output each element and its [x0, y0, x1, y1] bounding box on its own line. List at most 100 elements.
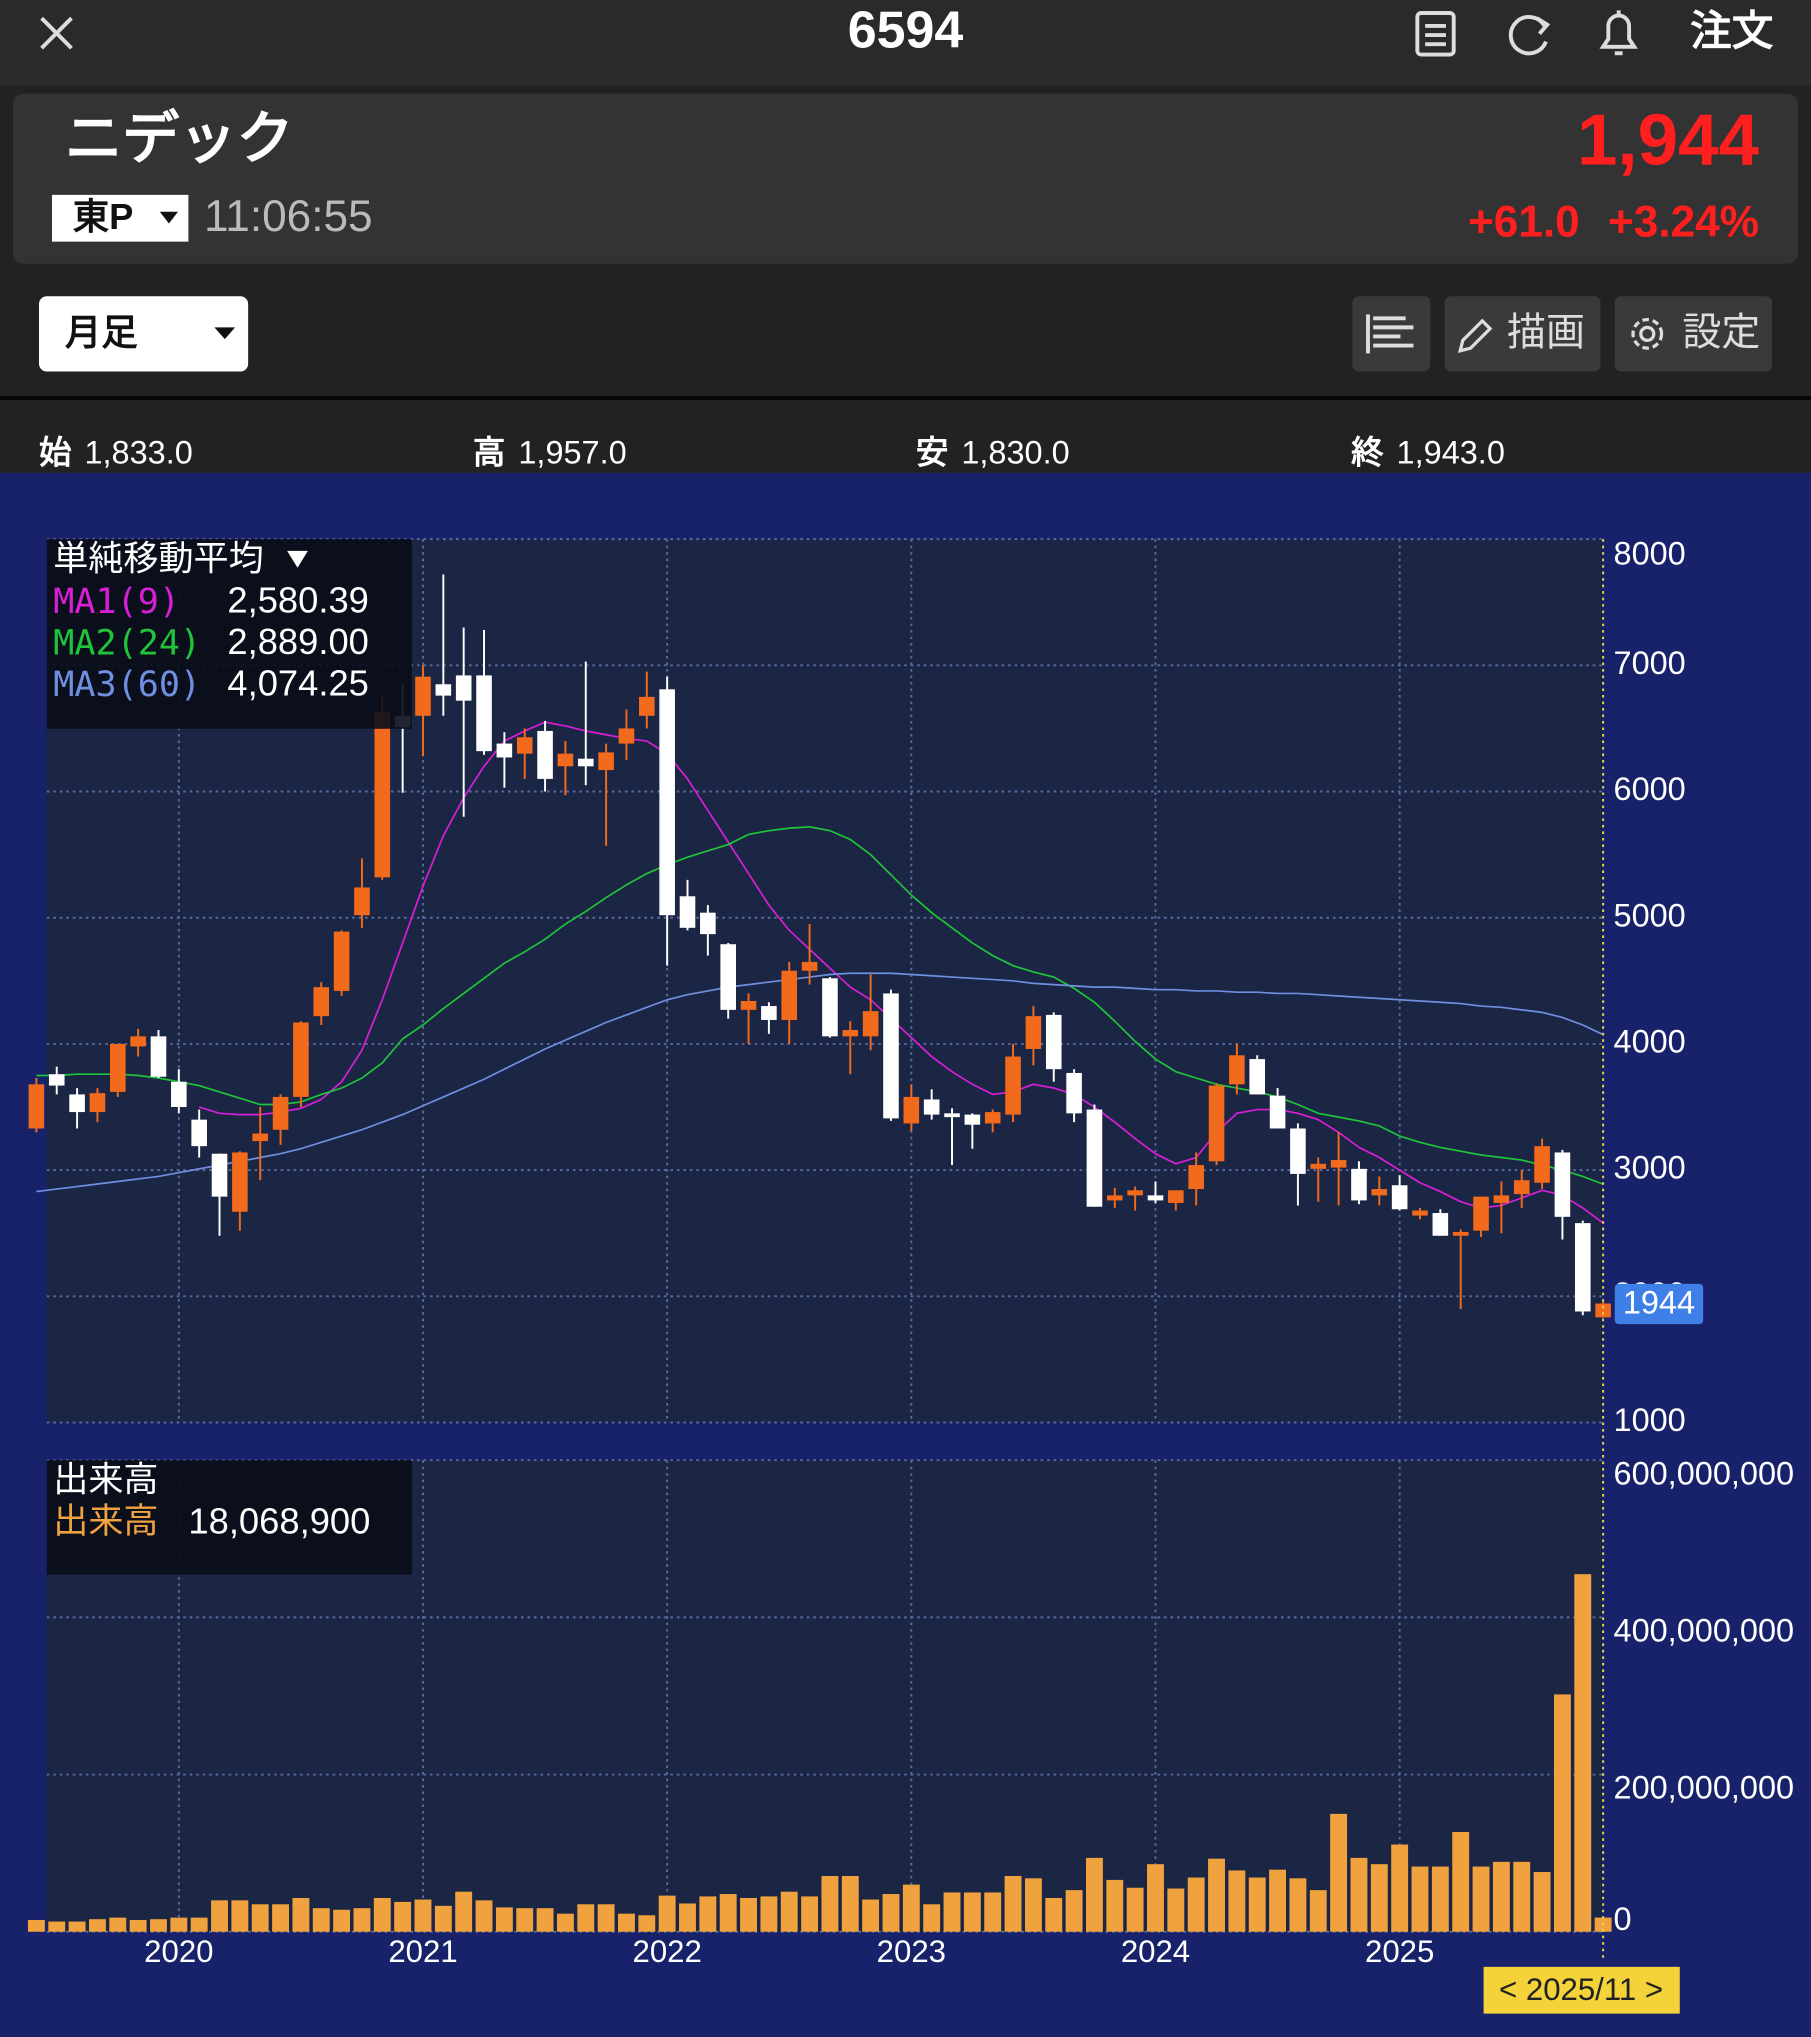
settings-button[interactable] — [1614, 296, 1773, 372]
chart-layer: 2020202120222023202420251000200030004000… — [27, 536, 1795, 2014]
volume-bar — [1513, 1861, 1531, 1932]
price-change: +61.0 — [1468, 197, 1580, 246]
draw-button[interactable] — [1444, 296, 1601, 372]
candle-body — [659, 689, 675, 916]
cursor-box — [1483, 1966, 1680, 2014]
candle-body — [1412, 1210, 1428, 1216]
volume-bar — [699, 1896, 717, 1932]
volume-bar — [556, 1913, 574, 1932]
legend-value: 2,889.00 — [227, 621, 369, 662]
ohlc-label: 高 — [473, 434, 505, 470]
price-change-pct: +3.24% — [1608, 197, 1759, 246]
volume-bar — [577, 1904, 595, 1932]
y-tick-label: 4000 — [1614, 1024, 1686, 1060]
candle-body — [964, 1114, 981, 1125]
candle-body — [801, 961, 818, 971]
candle-body — [354, 887, 370, 916]
volume-bar — [1370, 1864, 1388, 1932]
volume-bar — [1411, 1866, 1429, 1932]
volume-bar — [801, 1896, 819, 1932]
candle-body — [1432, 1213, 1449, 1236]
symbol-title: 6594 — [848, 1, 964, 59]
candle-body — [944, 1113, 960, 1118]
volume-bar — [1553, 1694, 1571, 1932]
y-tick-label: 8000 — [1614, 536, 1686, 572]
candle-body — [191, 1119, 207, 1147]
volume-bar — [638, 1915, 656, 1932]
candle-body — [577, 758, 594, 767]
legend-entry: MA1(9) — [53, 581, 180, 622]
ohlc-value: 1,830.0 — [961, 434, 1069, 470]
candle-body — [1351, 1168, 1367, 1201]
candle-body — [1208, 1085, 1225, 1162]
ohlc-label: 終 — [1351, 434, 1384, 470]
x-tick-label: 2020 — [144, 1934, 213, 1969]
candle-body — [109, 1043, 126, 1092]
indicator-button[interactable] — [1352, 296, 1431, 372]
volume-bar — [1106, 1879, 1124, 1932]
candle-body — [415, 676, 431, 716]
candle-body — [211, 1153, 228, 1197]
candle-body — [171, 1081, 187, 1108]
y-tick-label: 1000 — [1614, 1402, 1686, 1438]
candle-body — [1045, 1014, 1062, 1070]
volume-bar — [27, 1919, 45, 1932]
settings-label: 設定 — [1682, 311, 1760, 354]
volume-bar — [68, 1921, 86, 1932]
x-tick-label: 2025 — [1365, 1934, 1434, 1969]
volume-bar — [312, 1908, 330, 1932]
y-tick-label: 600,000,000 — [1614, 1455, 1795, 1491]
volume-bar — [841, 1875, 859, 1932]
volume-bar — [658, 1895, 676, 1932]
volume-bar — [1248, 1877, 1266, 1932]
legend-value: 18,068,900 — [188, 1500, 370, 1541]
candle-body — [740, 1001, 757, 1010]
volume-bar — [1269, 1869, 1287, 1932]
volume-bar — [618, 1913, 635, 1932]
volume-bar — [1472, 1866, 1490, 1932]
last-price-label: 1944 — [1623, 1284, 1695, 1320]
candle-body — [537, 730, 553, 779]
cursor-label: < 2025/11 > — [1499, 1972, 1663, 2007]
x-tick-label: 2022 — [632, 1934, 701, 1969]
order-button[interactable]: 注文 — [1690, 7, 1774, 54]
volume-bar — [943, 1892, 961, 1932]
refresh-icon[interactable] — [1508, 15, 1551, 56]
volume-bar — [394, 1901, 412, 1932]
candle-body — [455, 675, 472, 701]
legend-box — [46, 1460, 412, 1575]
close-icon[interactable] — [40, 16, 73, 50]
volume-bar — [251, 1904, 269, 1932]
ohlc-value: 1,957.0 — [518, 434, 626, 470]
volume-bar — [1208, 1858, 1225, 1932]
gear-icon — [1631, 317, 1664, 350]
alert-icon[interactable] — [1599, 10, 1638, 56]
legend-entry: MA2(24) — [53, 622, 201, 663]
candle-body — [1574, 1223, 1591, 1312]
volume-bar — [1309, 1890, 1327, 1932]
quote-panel — [13, 93, 1798, 264]
memo-icon[interactable] — [1415, 11, 1456, 57]
legend-entry: 出来高 — [53, 1502, 158, 1541]
candle-body — [1473, 1196, 1489, 1231]
y-tick-label: 7000 — [1614, 645, 1686, 681]
candle-body — [1086, 1109, 1103, 1207]
candle-body — [842, 1030, 859, 1037]
volume-bar — [597, 1904, 615, 1932]
y-tick-label: 0 — [1614, 1901, 1632, 1937]
candle-body — [130, 1036, 146, 1047]
volume-bar — [353, 1908, 371, 1932]
volume-bar — [150, 1919, 167, 1932]
volume-bar — [190, 1917, 208, 1932]
volume-bar — [1391, 1844, 1409, 1932]
volume-bar — [109, 1917, 127, 1932]
volume-bar — [923, 1904, 941, 1932]
candle-body — [1269, 1095, 1286, 1129]
x-tick-label: 2023 — [877, 1934, 946, 1969]
candle-body — [150, 1036, 167, 1077]
moving-average-line — [36, 972, 1604, 1193]
period-select[interactable] — [38, 296, 249, 372]
volume-bar — [231, 1900, 249, 1932]
legend-dropdown-arrow — [287, 550, 308, 568]
volume-bar — [129, 1919, 147, 1932]
